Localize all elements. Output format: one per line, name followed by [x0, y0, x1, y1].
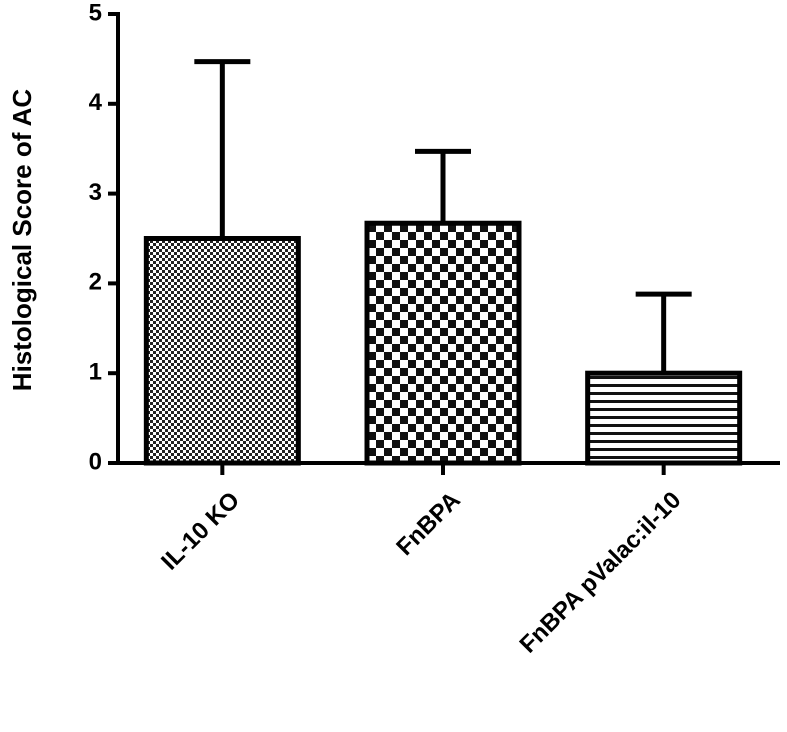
y-tick-label: 5: [89, 0, 102, 26]
x-tick-label: FnBPA: [391, 487, 465, 561]
y-tick-label: 4: [89, 89, 103, 116]
y-axis-label: Histological Score of AC: [7, 89, 37, 392]
x-tick-label: IL-10 KO: [156, 487, 245, 576]
bar: [585, 370, 743, 466]
y-tick-label: 3: [89, 179, 102, 206]
bar: [143, 236, 301, 466]
y-tick-label: 0: [89, 448, 102, 475]
bar: [364, 220, 522, 466]
y-tick-label: 2: [89, 269, 102, 296]
y-tick-label: 1: [89, 359, 102, 386]
x-tick-label: FnBPA pValac:il-10: [515, 487, 687, 659]
